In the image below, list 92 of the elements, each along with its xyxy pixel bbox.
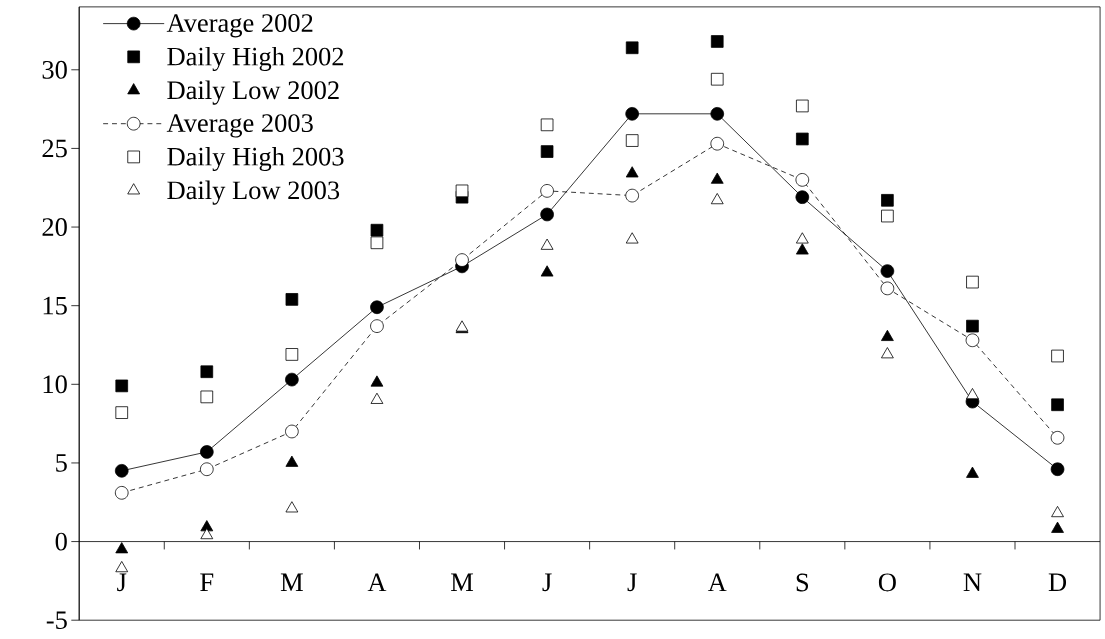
point	[625, 232, 639, 244]
point	[200, 462, 214, 477]
point	[625, 166, 639, 178]
x-tick-label: F	[200, 573, 214, 591]
x-tick-label: D	[1048, 573, 1067, 592]
point	[966, 275, 979, 289]
point	[1050, 462, 1065, 477]
point	[881, 194, 894, 207]
point	[1051, 349, 1064, 363]
point	[285, 501, 299, 513]
point	[796, 132, 809, 146]
point	[966, 466, 979, 478]
x-tick-label: O	[878, 573, 896, 592]
point	[200, 528, 214, 540]
point	[966, 319, 979, 333]
point	[455, 253, 469, 267]
point	[370, 300, 384, 315]
point	[455, 184, 469, 198]
point	[710, 193, 724, 205]
point	[625, 107, 639, 121]
legend-label: Average 2003	[166, 114, 313, 138]
point	[115, 379, 129, 393]
point	[966, 388, 979, 400]
point	[1051, 398, 1064, 412]
point	[795, 243, 809, 255]
point	[540, 145, 554, 158]
point	[200, 365, 214, 379]
point	[115, 542, 129, 554]
point	[1050, 431, 1065, 445]
point	[540, 118, 554, 132]
point	[881, 347, 894, 359]
legend-label: Daily Low 2002	[167, 80, 339, 105]
y-tick-label: 5	[56, 454, 67, 472]
point	[710, 107, 725, 121]
point	[625, 188, 639, 203]
point	[965, 333, 980, 348]
x-tick-label: J	[542, 573, 552, 592]
point	[795, 190, 810, 205]
point	[625, 134, 639, 147]
x-tick-label: M	[280, 573, 303, 591]
y-tick-label: -5	[46, 611, 67, 630]
point	[540, 265, 554, 277]
point	[1051, 521, 1064, 533]
point	[285, 424, 299, 439]
point	[370, 392, 384, 404]
point	[710, 172, 724, 184]
point	[115, 561, 129, 573]
y-tick-label: 0	[55, 532, 67, 551]
y-tick-label: 15	[43, 296, 67, 315]
legend-label: Daily High 2002	[167, 46, 344, 72]
point	[200, 445, 214, 459]
y-tick-label: 25	[42, 139, 67, 158]
legend-label: Average 2002	[166, 14, 313, 38]
x-tick-label: N	[963, 573, 982, 591]
x-tick-label: A	[707, 573, 727, 592]
y-tick-label: 20	[42, 218, 67, 237]
x-tick-label: J	[117, 573, 127, 592]
point	[540, 207, 554, 222]
point	[285, 293, 299, 306]
point	[285, 372, 299, 387]
point	[880, 281, 895, 296]
x-tick-label: J	[627, 573, 637, 592]
legend-label: Daily High 2003	[167, 147, 344, 172]
point	[540, 184, 554, 198]
point	[710, 35, 724, 48]
point	[370, 319, 384, 333]
point	[200, 390, 214, 404]
point	[370, 375, 384, 387]
point	[710, 136, 725, 151]
x-tick-label: A	[367, 573, 387, 592]
point	[796, 99, 809, 113]
point	[880, 264, 895, 278]
y-tick-label: 10	[43, 375, 67, 394]
point	[370, 236, 384, 250]
point	[114, 464, 129, 478]
point	[881, 209, 894, 223]
x-tick-label: M	[451, 573, 474, 591]
point	[710, 72, 724, 86]
point	[881, 329, 894, 342]
point	[795, 232, 809, 244]
point	[795, 173, 810, 187]
y-tick-label: 30	[42, 60, 67, 79]
point	[115, 406, 129, 419]
point	[114, 486, 129, 500]
point	[540, 238, 554, 250]
x-tick-label: S	[796, 573, 809, 592]
point	[370, 223, 384, 237]
point	[285, 348, 299, 361]
point	[1051, 506, 1064, 518]
point	[285, 455, 299, 467]
point	[625, 41, 639, 55]
legend-label: Daily Low 2003	[167, 180, 340, 205]
